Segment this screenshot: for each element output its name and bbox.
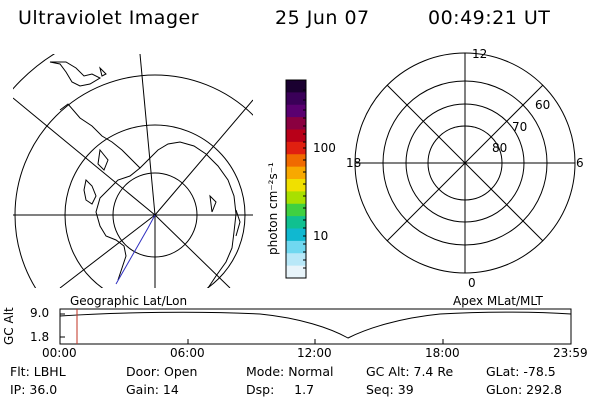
colorbar-segment [286, 203, 306, 217]
colorbar-frame [285, 79, 307, 279]
meridian-line [154, 214, 231, 288]
colorbar-segment [286, 129, 306, 143]
mlt-diagonal-line [386, 84, 544, 242]
mlt-label-0: 0 [468, 276, 476, 290]
island-outline [209, 194, 217, 213]
status-glon: GLon: 292.8 [486, 382, 562, 397]
mlat-label-70: 70 [512, 120, 528, 134]
meridian-line [139, 54, 156, 216]
island-outline [83, 178, 97, 205]
altitude-xtick-label: 12:00 [297, 346, 332, 360]
mlat-label-80: 80 [492, 141, 508, 155]
status-ip: IP: 36.0 [10, 382, 58, 397]
colorbar-segment [286, 117, 306, 131]
date-label: 25 Jun 07 [275, 7, 370, 29]
time-label: 00:49:21 UT [428, 7, 551, 29]
status-gc-alt: GC Alt: 7.4 Re [366, 364, 454, 379]
altitude-ytick-label: 9.0 [30, 306, 50, 320]
antarctica-coastline [59, 103, 237, 288]
altitude-ylabel: GC Alt [2, 307, 16, 345]
status-dsp: Dsp: 1.7 [246, 382, 315, 397]
altitude-curve [59, 311, 572, 339]
meridian-line [154, 99, 253, 216]
colorbar-tick-label: 100 [313, 141, 336, 155]
status-filter: Flt: LBHL [10, 364, 66, 379]
mlt-label-12: 12 [472, 47, 488, 61]
island-outline [99, 66, 107, 77]
status-seq: Seq: 39 [366, 382, 414, 397]
status-gain: Gain: 14 [126, 382, 179, 397]
altitude-ytick-label: 1.8 [30, 330, 50, 344]
magnetic-polar-grid [354, 52, 576, 274]
colorbar-tick-label: 10 [313, 229, 329, 243]
meridian-line [59, 214, 156, 288]
colorbar-unit-label: photon cm⁻²s⁻¹ [266, 162, 280, 255]
colorbar-segment [286, 166, 306, 180]
orbit-track [115, 214, 156, 285]
colorbar-segment [286, 191, 306, 205]
status-mode: Mode: Normal [246, 364, 334, 379]
altitude-xtick-label: 18:00 [425, 346, 460, 360]
meridian-line [13, 97, 156, 216]
colorbar-segment [286, 179, 306, 192]
colorbar-segment [286, 154, 306, 168]
geographic-map [13, 54, 253, 288]
altitude-xtick-label: 06:00 [170, 346, 205, 360]
mlt-label-6: 6 [576, 156, 584, 170]
colorbar-segment [286, 92, 306, 106]
colorbar [285, 79, 307, 279]
colorbar-segment [286, 104, 306, 118]
geographic-caption: Geographic Lat/Lon [70, 294, 188, 308]
colorbar-segment [286, 240, 306, 254]
altitude-xtick-label: 00:00 [42, 346, 77, 360]
magnetic-caption: Apex MLat/MLT [453, 294, 543, 308]
status-door: Door: Open [126, 364, 198, 379]
colorbar-segment [286, 265, 306, 279]
status-glat: GLat: -78.5 [486, 364, 556, 379]
altitude-xtick-label: 23:59 [553, 346, 588, 360]
antarctic-peninsula-coastline [95, 167, 141, 281]
altitude-panel [59, 308, 572, 345]
island-outline [97, 148, 109, 171]
altitude-plot-frame [59, 308, 572, 345]
south-america-coastline [49, 61, 102, 87]
colorbar-segment [286, 141, 306, 155]
mlat-label-60: 60 [535, 98, 551, 112]
colorbar-segment [286, 216, 306, 230]
mlt-label-18: 18 [346, 156, 362, 170]
colorbar-segment [286, 80, 306, 93]
colorbar-segment [286, 228, 306, 242]
colorbar-segment [286, 253, 306, 267]
coast-detail [235, 209, 241, 237]
instrument-title: Ultraviolet Imager [18, 7, 200, 29]
